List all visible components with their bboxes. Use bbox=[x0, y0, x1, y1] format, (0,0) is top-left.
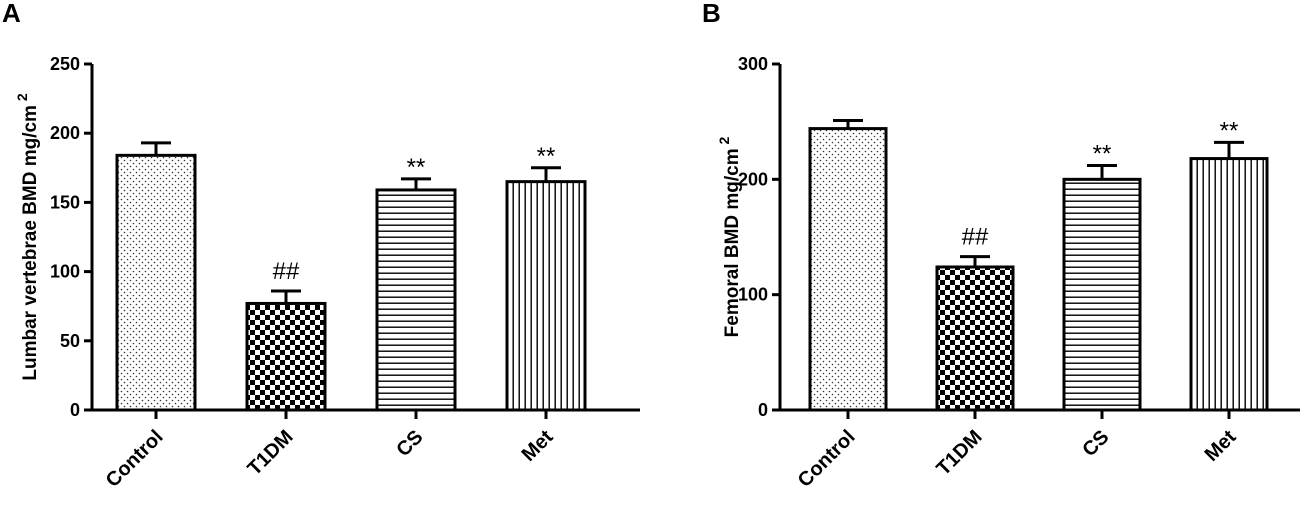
y-tick-label: 250 bbox=[50, 54, 80, 74]
significance-label: ## bbox=[273, 258, 300, 285]
panel-letter: A bbox=[2, 0, 21, 28]
y-tick-label: 200 bbox=[738, 169, 768, 189]
y-tick-label: 0 bbox=[70, 400, 80, 420]
x-category-label: Control bbox=[794, 426, 860, 492]
panel-letter: B bbox=[702, 0, 721, 28]
y-axis-label-superscript: 2 bbox=[716, 136, 732, 148]
significance-label: ** bbox=[1220, 117, 1239, 144]
x-category-label: T1DM bbox=[932, 426, 986, 480]
chart-panel-b: B Femoral BMD mg/cm 2 0 100 200 300 Control ## T… bbox=[702, 0, 1300, 492]
y-tick-label: 100 bbox=[738, 285, 768, 305]
significance-label: ** bbox=[407, 154, 426, 181]
x-category-label: Control bbox=[102, 426, 168, 492]
y-tick-label: 0 bbox=[758, 400, 768, 420]
y-axis-label: Lumbar vertebrae BMD mg/cm 2 bbox=[14, 93, 41, 380]
y-tick-label: 50 bbox=[60, 331, 80, 351]
bar-control bbox=[115, 153, 197, 412]
x-category-label: T1DM bbox=[243, 426, 297, 480]
bar-control bbox=[808, 127, 888, 412]
bar-cs bbox=[1062, 177, 1142, 412]
x-category-label: Met bbox=[518, 426, 558, 466]
bar-met bbox=[505, 180, 587, 412]
y-tick-label: 200 bbox=[50, 123, 80, 143]
bar-t1dm bbox=[935, 265, 1015, 412]
y-tick-label: 300 bbox=[738, 54, 768, 74]
significance-label: ** bbox=[1093, 140, 1112, 167]
x-category-label: CS bbox=[392, 426, 427, 461]
bar-t1dm bbox=[245, 301, 327, 412]
x-category-label: CS bbox=[1078, 426, 1113, 461]
bar-cs bbox=[375, 188, 457, 412]
y-axis-label-superscript: 2 bbox=[14, 93, 30, 105]
bar-met bbox=[1189, 157, 1269, 412]
y-tick-label: 100 bbox=[50, 262, 80, 282]
x-category-label: Met bbox=[1201, 426, 1241, 466]
y-axis-label: Femoral BMD mg/cm 2 bbox=[716, 136, 743, 337]
y-tick-label: 150 bbox=[50, 192, 80, 212]
significance-label: ** bbox=[537, 143, 556, 170]
chart-panel-a: A Lumbar vertebrae BMD mg/cm 2 0 50 100 150 20… bbox=[2, 0, 640, 492]
significance-label: ## bbox=[962, 224, 989, 251]
